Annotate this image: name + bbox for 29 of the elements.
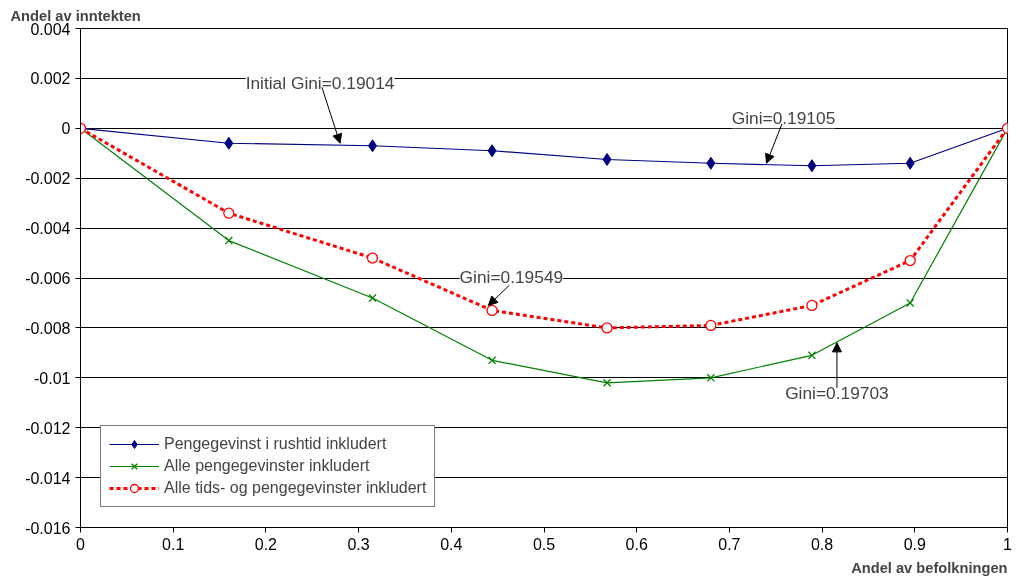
y-tick-label: 0.002	[30, 70, 71, 88]
annotation: Gini=0.19703	[785, 382, 889, 403]
x-tick-label: 1	[1003, 535, 1013, 553]
y-tick-label: -0.014	[25, 469, 71, 487]
x-tick-label: 0.7	[718, 535, 741, 553]
x-tick-label: 0.9	[903, 535, 927, 553]
x-tick-label: 0.5	[532, 535, 556, 553]
annotation: Initial Gini=0.19014	[245, 73, 395, 94]
x-tick-label: 0.2	[254, 535, 278, 553]
y-tick-label: -0.01	[34, 369, 71, 387]
x-tick-label: 0.4	[440, 535, 463, 553]
x-axis-title: Andel av befolkningen	[851, 559, 1008, 576]
y-tick-label: -0.006	[25, 270, 71, 287]
x-tick-label: 0	[76, 535, 86, 553]
y-tick-label: -0.002	[25, 170, 71, 188]
legend-label: Alle pengegevinster inkludert	[164, 457, 370, 475]
y-tick-label: -0.012	[25, 419, 71, 437]
y-tick-label: 0	[61, 120, 71, 138]
y-tick-label: -0.008	[25, 319, 71, 337]
annotation: Gini=0.19549	[459, 267, 564, 288]
legend-label: Pengegevinst i rushtid inkludert	[164, 435, 387, 453]
y-tick-label: -0.016	[25, 519, 71, 537]
x-tick-label: 0.6	[625, 535, 648, 553]
x-tick-label: 0.3	[347, 535, 370, 553]
y-tick-label: -0.004	[25, 220, 71, 238]
legend-label: Alle tids- og pengegevinster inkludert	[164, 479, 427, 497]
annotation: Gini=0.19105	[731, 108, 836, 129]
x-tick-label: 0.1	[162, 535, 185, 553]
x-tick-label: 0.8	[810, 535, 834, 553]
